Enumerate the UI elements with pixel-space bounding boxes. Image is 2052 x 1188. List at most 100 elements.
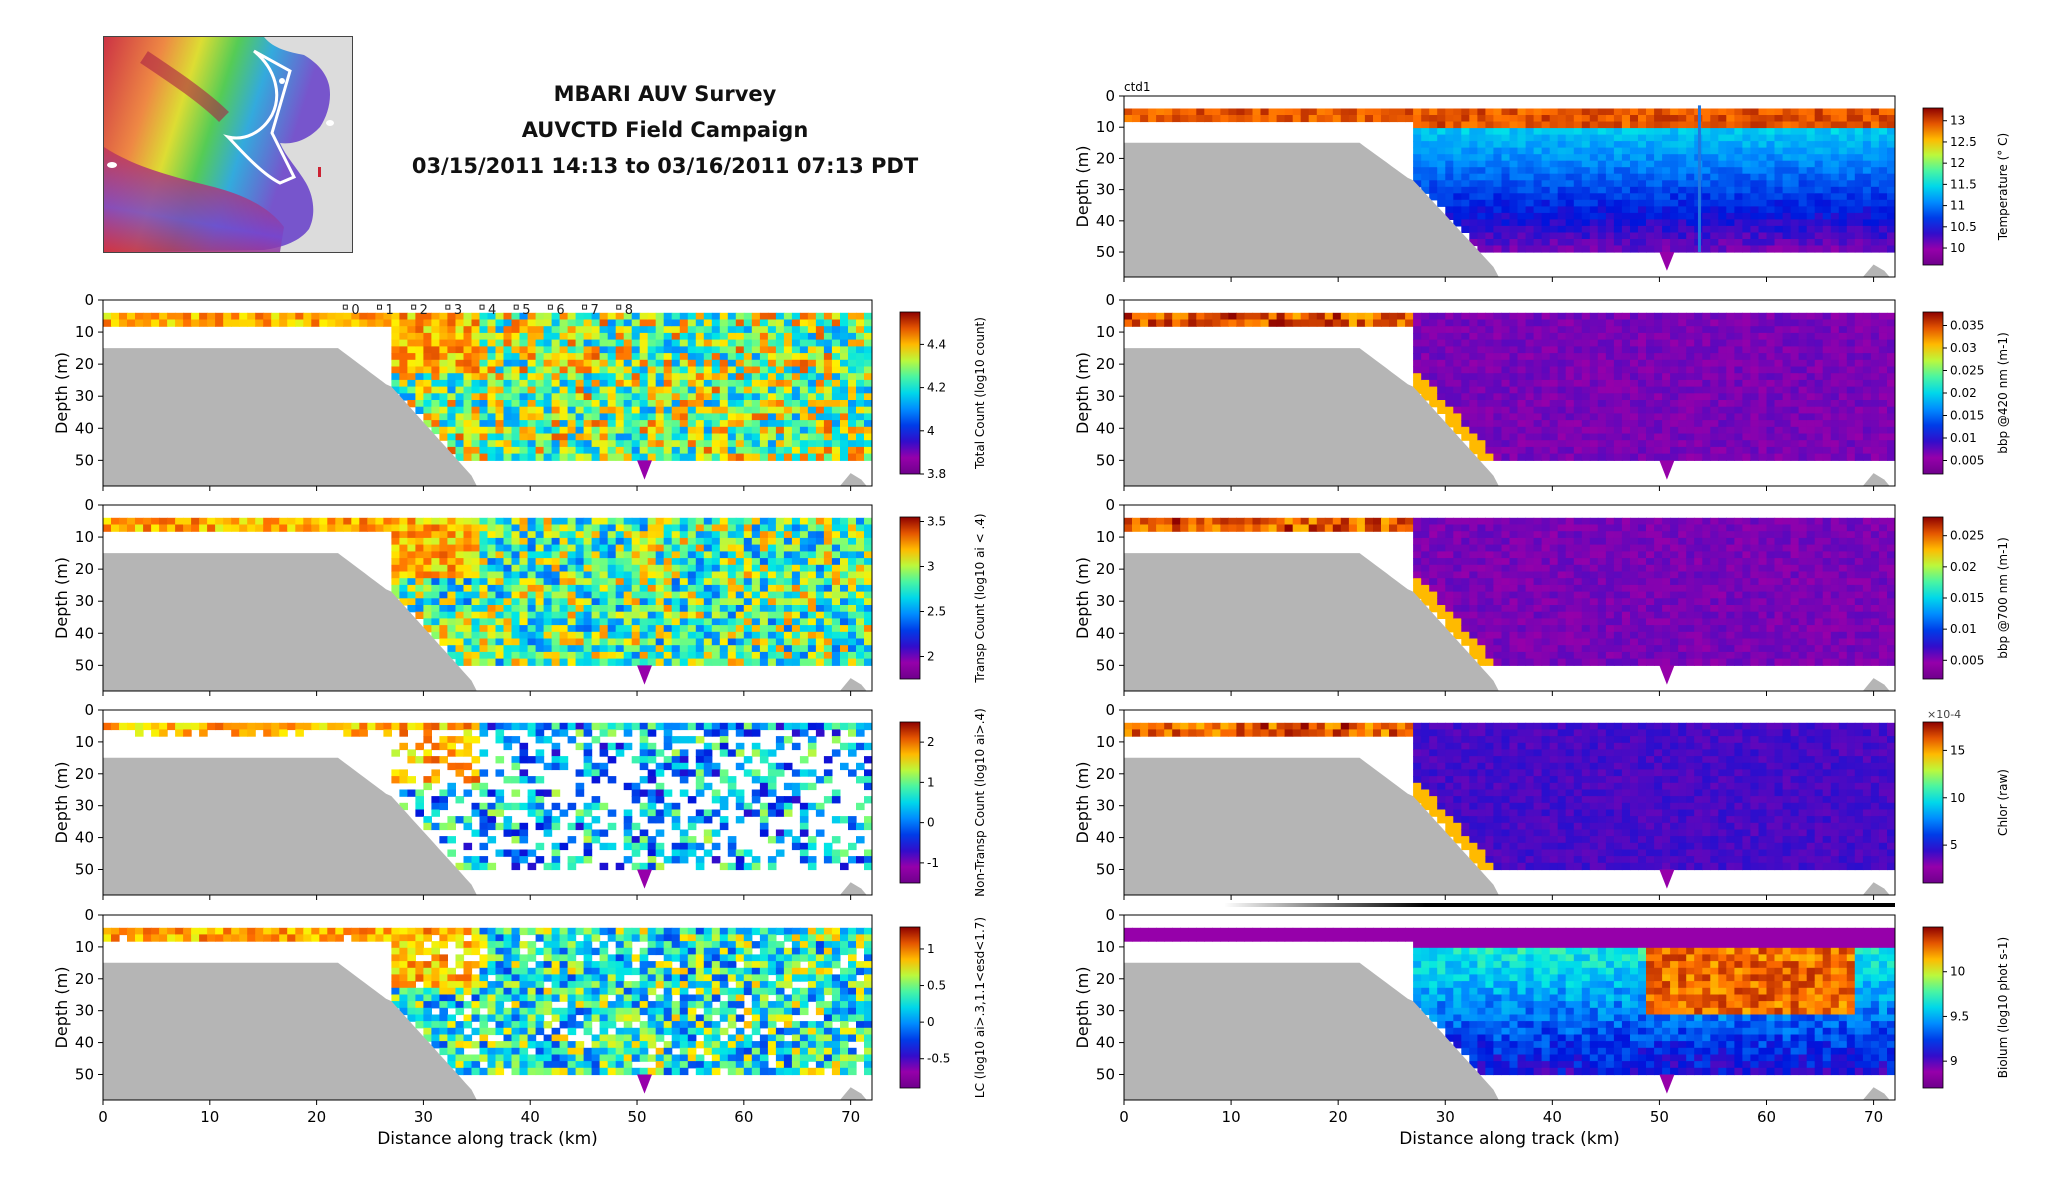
y-tick-label: 40 (1096, 829, 1115, 847)
colorbar-label: bbp @420 nm (m-1) (1996, 332, 2010, 454)
y-tick-label: 30 (1096, 181, 1115, 199)
y-tick-label: 30 (1096, 1002, 1115, 1020)
colorbar-tick-label: 0.025 (1950, 364, 1984, 378)
colorbar-label: Biolum (log10 phot s-1) (1996, 937, 2010, 1078)
profile-label: 3 (454, 303, 462, 318)
y-tick-label: 50 (75, 860, 94, 878)
y-tick-label: 20 (1096, 560, 1115, 578)
colorbar-exponent: ×10-4 (1927, 708, 1961, 721)
x-tick-label: 20 (307, 1108, 326, 1126)
y-tick-label: 10 (75, 323, 94, 341)
y-tick-label: 0 (84, 906, 94, 924)
field-right-3 (1124, 505, 1895, 691)
y-tick-label: 0 (1105, 87, 1115, 105)
field-left-4 (103, 915, 872, 1100)
colorbar-tick-label: 0.005 (1950, 454, 1984, 468)
y-tick-label: 40 (1096, 419, 1115, 437)
colorbar-tick-label: 3 (927, 560, 935, 574)
y-tick-label: 50 (1096, 451, 1115, 469)
colorbar (899, 721, 921, 884)
survey-track-map (103, 36, 353, 253)
y-tick-label: 50 (1096, 860, 1115, 878)
colorbar-tick-label: 2.5 (927, 605, 946, 619)
colorbar-label: Non-Transp Count (log10 ai>.4) (973, 708, 987, 897)
y-tick-label: 30 (1096, 797, 1115, 815)
colorbar-tick-label: 12.5 (1950, 135, 1977, 149)
colorbar-tick-label: 0.02 (1950, 560, 1977, 574)
y-axis-label: Depth (m) (1073, 352, 1092, 434)
field-right-2 (1124, 300, 1895, 486)
colorbar-tick-label: 4.4 (927, 337, 946, 351)
figure-title-line3: 03/15/2011 14:13 to 03/16/2011 07:13 PDT (411, 154, 919, 178)
y-tick-label: 0 (1105, 906, 1115, 924)
colorbar-tick-label: 0.02 (1950, 386, 1977, 400)
y-axis-label: Depth (m) (52, 352, 71, 434)
x-axis-label: Distance along track (km) (1399, 1129, 1620, 1149)
y-tick-label: 40 (1096, 212, 1115, 230)
colorbar-tick-label: 9 (1950, 1054, 1958, 1068)
colorbar (1922, 107, 1944, 266)
navigation-indicator-bar (1224, 903, 1895, 907)
y-tick-label: 10 (1096, 733, 1115, 751)
y-axis-label: Depth (m) (52, 557, 71, 639)
colorbar-tick-label: 0.035 (1950, 319, 1984, 333)
y-tick-label: 0 (1105, 496, 1115, 514)
y-tick-label: 40 (1096, 1034, 1115, 1052)
y-tick-label: 50 (75, 1065, 94, 1083)
y-axis-label: Depth (m) (1073, 146, 1092, 228)
y-tick-label: 0 (1105, 701, 1115, 719)
y-tick-label: 30 (75, 797, 94, 815)
colorbar-tick-label: 0 (927, 816, 935, 830)
colorbar-tick-label: 1 (927, 942, 935, 956)
profile-label: 8 (625, 303, 633, 318)
y-tick-label: 20 (75, 560, 94, 578)
x-tick-label: 50 (627, 1108, 646, 1126)
colorbar-label: bbp @700 nm (m-1) (1996, 537, 2010, 659)
colorbar-tick-label: 10 (1950, 965, 1965, 979)
field-left-1 (103, 300, 872, 486)
x-tick-label: 30 (414, 1108, 433, 1126)
y-tick-label: 20 (75, 355, 94, 373)
x-tick-label: 30 (1436, 1108, 1455, 1126)
y-tick-label: 20 (1096, 149, 1115, 167)
y-tick-label: 0 (84, 701, 94, 719)
colorbar-label: Transp Count (log10 ai < .4) (973, 513, 987, 683)
colorbar-tick-label: 3.5 (927, 515, 946, 529)
x-tick-label: 20 (1329, 1108, 1348, 1126)
colorbar-tick-label: 0.005 (1950, 653, 1984, 667)
y-tick-label: 30 (75, 592, 94, 610)
colorbar (1922, 516, 1944, 680)
colorbar-tick-label: 1 (927, 775, 935, 789)
y-tick-label: 10 (75, 733, 94, 751)
x-tick-label: 70 (1864, 1108, 1883, 1126)
colorbar (1922, 311, 1944, 475)
y-tick-label: 50 (75, 451, 94, 469)
x-tick-label: 60 (1757, 1108, 1776, 1126)
colorbar (899, 516, 921, 680)
x-tick-label: 50 (1650, 1108, 1669, 1126)
y-tick-label: 40 (75, 829, 94, 847)
field-right-5 (1124, 915, 1895, 1100)
colorbar-tick-label: 0.015 (1950, 591, 1984, 605)
profile-label: 7 (591, 303, 599, 318)
y-tick-label: 20 (75, 765, 94, 783)
colorbar-label: Total Count (log10 count) (973, 317, 987, 470)
y-tick-label: 10 (1096, 118, 1115, 136)
y-tick-label: 10 (75, 938, 94, 956)
y-axis-label: Depth (m) (52, 762, 71, 844)
colorbar-tick-label: 2 (927, 650, 935, 664)
y-tick-label: 40 (75, 1034, 94, 1052)
x-tick-label: 60 (734, 1108, 753, 1126)
colorbar (899, 311, 921, 475)
y-tick-label: 40 (75, 419, 94, 437)
profile-label: 1 (385, 303, 393, 318)
bathymetry-map-graphic (104, 37, 334, 252)
colorbar-label: LC (log10 ai>.3,1.1<esd<1.7) (973, 917, 987, 1098)
